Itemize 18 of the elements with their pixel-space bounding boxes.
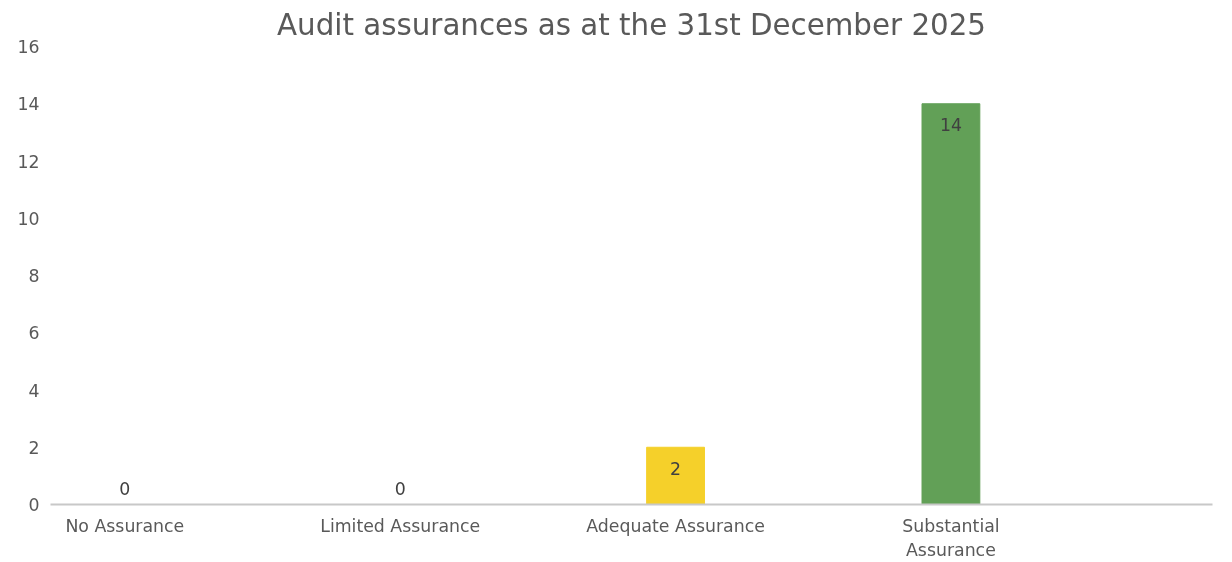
y-tick-label: 0 xyxy=(28,495,40,515)
data-label: 2 xyxy=(670,458,682,479)
y-tick-label: 10 xyxy=(17,208,40,229)
y-tick-label: 12 xyxy=(17,151,40,172)
y-tick-label: 2 xyxy=(28,437,40,458)
data-label: 0 xyxy=(119,479,131,500)
data-label: 0 xyxy=(394,479,406,500)
y-tick-label: 14 xyxy=(17,94,40,115)
data-label: 14 xyxy=(939,115,962,136)
x-tick-label: Substantial Assurance xyxy=(902,515,1000,560)
x-tick-label: No Assurance xyxy=(65,515,185,536)
y-tick-label: 6 xyxy=(28,323,40,344)
x-tick-label: Adequate Assurance xyxy=(586,515,765,536)
y-tick-label: 16 xyxy=(17,37,40,57)
y-tick-label: 8 xyxy=(28,266,40,286)
x-tick-label: Limited Assurance xyxy=(320,515,481,536)
chart-title: Audit assurances as at the 31st December 2025 xyxy=(276,7,987,42)
y-tick-label: 4 xyxy=(28,380,40,401)
